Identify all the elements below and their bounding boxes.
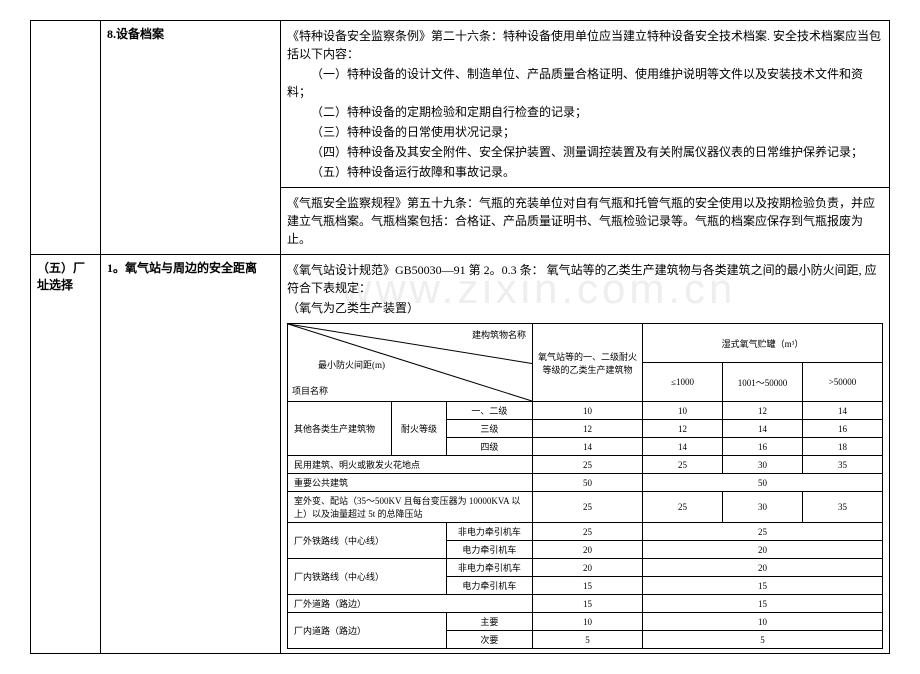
cell: 25 [533, 492, 643, 523]
cell: 次要 [446, 631, 532, 649]
cell: 10 [643, 613, 883, 631]
cell: 30 [723, 492, 803, 523]
cell: 10 [533, 402, 643, 420]
cell: 耐火等级 [392, 402, 446, 456]
diag-mid: 最小防火间距(m) [318, 358, 385, 371]
cell: 15 [533, 595, 643, 613]
hdr-sub1: ≤1000 [643, 363, 723, 402]
document-table: 8.设备档案 《特种设备安全监察条例》第二十六条：特种设备使用单位应当建立特种设… [30, 20, 890, 654]
cell: 民用建筑、明火或散发火花地点 [288, 456, 533, 474]
cell: 主要 [446, 613, 532, 631]
cell: 非电力牵引机车 [446, 559, 532, 577]
p: （三）特种设备的日常使用状况记录； [287, 123, 883, 141]
cell: 25 [533, 456, 643, 474]
cell: 一、二级 [446, 402, 532, 420]
diag-bot: 项目名称 [292, 384, 328, 397]
p: 《气瓶安全监察规程》第五十九条：气瓶的充装单位对自有气瓶和托管气瓶的安全使用以及… [287, 194, 883, 248]
cell: 20 [643, 559, 883, 577]
p: （氧气为乙类生产装置） [287, 299, 883, 317]
cell: 12 [533, 420, 643, 438]
cell: 厂外铁路线（中心线） [288, 523, 447, 559]
cell: 18 [803, 438, 883, 456]
cell: 25 [643, 523, 883, 541]
p: 《特种设备安全监察条例》第二十六条：特种设备使用单位应当建立特种设备安全技术档案… [287, 27, 883, 63]
hdr-sub2: 1001～50000 [723, 363, 803, 402]
cell: 电力牵引机车 [446, 541, 532, 559]
cell: 30 [723, 456, 803, 474]
p: （一）特种设备的设计文件、制造单位、产品质量合格证明、使用维护说明等文件以及安装… [287, 65, 883, 101]
cell: 12 [723, 402, 803, 420]
cell: 其他各类生产建筑物 [288, 402, 392, 456]
cell: 非电力牵引机车 [446, 523, 532, 541]
cell-distance-table: www.zixin.com.cn 《氧气站设计规范》GB50030—91 第 2… [281, 255, 890, 654]
cell-section-8: 8.设备档案 [101, 21, 281, 255]
cell: 35 [803, 492, 883, 523]
cell: 14 [533, 438, 643, 456]
cell: 5 [533, 631, 643, 649]
cell: 16 [723, 438, 803, 456]
cell: 15 [643, 595, 883, 613]
cell: 20 [533, 541, 643, 559]
cell: 四级 [446, 438, 532, 456]
cell: 15 [643, 577, 883, 595]
hdr-group2: 湿式氧气贮罐（m³） [643, 324, 883, 363]
cell: 25 [643, 492, 723, 523]
diag-header: 建构筑物名称 最小防火间距(m) 项目名称 [288, 324, 533, 402]
cell-block2: 《气瓶安全监察规程》第五十九条：气瓶的充装单位对自有气瓶和托管气瓶的安全使用以及… [281, 188, 890, 255]
cell: 25 [533, 523, 643, 541]
cell: 重要公共建筑 [288, 474, 533, 492]
cell-block1: 《特种设备安全监察条例》第二十六条：特种设备使用单位应当建立特种设备安全技术档案… [281, 21, 890, 188]
cell: 14 [643, 438, 723, 456]
distance-table: 建构筑物名称 最小防火间距(m) 项目名称 氧气站等的一、二级耐火等级的乙类生产… [287, 323, 883, 649]
p: （四）特种设备及其安全附件、安全保护装置、测量调控装置及有关附属仪器仪表的日常维… [287, 143, 883, 161]
hdr-sub3: >50000 [803, 363, 883, 402]
cell: 35 [803, 456, 883, 474]
cell: 厂内道路（路边） [288, 613, 447, 649]
cell: 厂内铁路线（中心线） [288, 559, 447, 595]
cell: 三级 [446, 420, 532, 438]
cell: 5 [643, 631, 883, 649]
cell: 50 [533, 474, 643, 492]
cell: 50 [643, 474, 883, 492]
diag-top: 建构筑物名称 [472, 328, 526, 341]
p: 《氧气站设计规范》GB50030—91 第 2。0.3 条： 氧气站等的乙类生产… [287, 261, 883, 297]
cell-blank [31, 21, 101, 255]
cell: 14 [723, 420, 803, 438]
cell: 20 [643, 541, 883, 559]
cell: 16 [803, 420, 883, 438]
cell: 室外变、配站（35～500KV 且每台变压器为 10000KVA 以上）以及油量… [288, 492, 533, 523]
cell: 10 [533, 613, 643, 631]
cell: 20 [533, 559, 643, 577]
p: （五）特种设备运行故障和事故记录。 [287, 163, 883, 181]
cell: 电力牵引机车 [446, 577, 532, 595]
hdr-group1: 氧气站等的一、二级耐火等级的乙类生产建筑物 [533, 324, 643, 402]
p: （二）特种设备的定期检验和定期自行检查的记录； [287, 103, 883, 121]
cell: 25 [643, 456, 723, 474]
cell-section-5: （五）厂址选择 [31, 255, 101, 654]
cell: 12 [643, 420, 723, 438]
cell: 15 [533, 577, 643, 595]
cell: 10 [643, 402, 723, 420]
cell: 厂外道路（路边） [288, 595, 533, 613]
cell: 14 [803, 402, 883, 420]
cell-item-1: 1。氧气站与周边的安全距离 [101, 255, 281, 654]
